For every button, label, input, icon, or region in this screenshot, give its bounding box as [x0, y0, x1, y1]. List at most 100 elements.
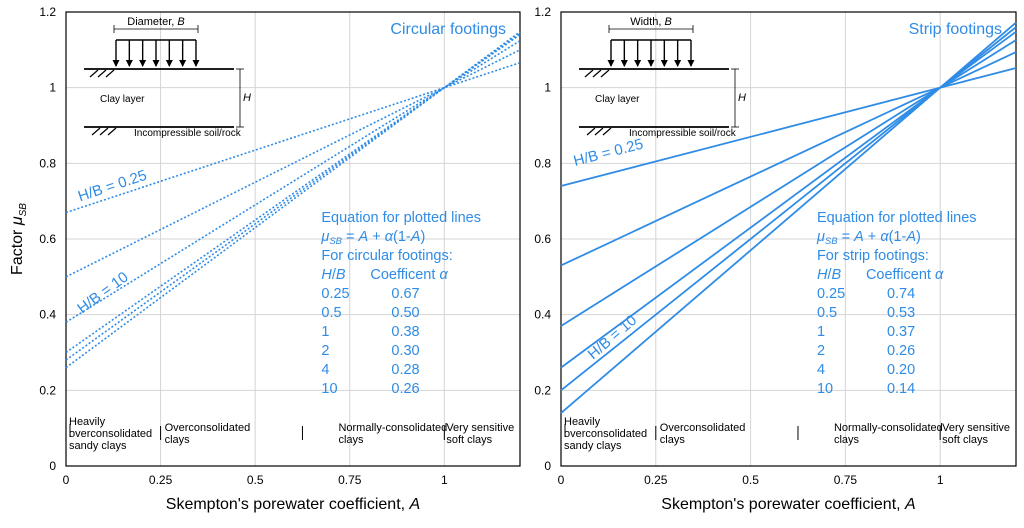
hatch-mark — [99, 127, 109, 136]
x-tick-label: 0.25 — [149, 473, 173, 487]
equation-heading: Equation for plotted lines — [321, 210, 481, 226]
table-hb-value: 0.25 — [817, 286, 845, 302]
dimension-label: Width, B — [630, 16, 672, 28]
hatch-mark — [602, 127, 612, 136]
x-tick-label: 0 — [558, 473, 565, 487]
table-alpha-value: 0.67 — [391, 286, 419, 302]
dimension-label: Diameter, B — [127, 16, 184, 28]
rock-label: Incompressible soil/rock — [134, 128, 242, 139]
table-hb-value: 0.5 — [817, 305, 837, 321]
series-line-hb-0_5 — [65, 49, 521, 278]
footing-diagram: Diameter, B Clay layer Incompressible soil… — [84, 16, 251, 139]
x-tick-label: 0.25 — [644, 473, 668, 487]
clay-layer-label: Clay layer — [100, 94, 145, 105]
thickness-label: H — [738, 92, 746, 104]
table-alpha-value: 0.28 — [391, 362, 419, 378]
arrow-head-icon — [165, 60, 173, 67]
table-alpha-value: 0.20 — [887, 362, 915, 378]
arrow-head-icon — [687, 60, 695, 67]
y-tick-label: 0.8 — [39, 156, 56, 170]
series-line-hb-10 — [65, 31, 521, 369]
x-tick-label: 0.75 — [834, 473, 858, 487]
region-label: Very sensitive soft clays — [446, 422, 514, 446]
series-line-hb-0_5 — [560, 51, 1017, 267]
series-label-top: H/B = 0.25 — [572, 136, 645, 170]
footing-diagram: Width, B Clay layer Incompressible soil/ro… — [579, 16, 746, 139]
table-col-alpha: Coefficent α — [866, 267, 944, 283]
x-axis-label: Skempton's porewater coefficient, A — [661, 496, 915, 513]
table-hb-value: 1 — [321, 324, 329, 340]
hatch-mark — [91, 127, 101, 136]
panel-title: Circular footings — [390, 21, 506, 38]
y-tick-label: 1 — [49, 81, 56, 95]
region-label: Heavily overconsolidated sandy clays — [69, 416, 152, 452]
x-tick-label: 0.5 — [247, 473, 264, 487]
clay-layer-label: Clay layer — [595, 94, 640, 105]
table-hb-value: 1 — [817, 324, 825, 340]
table-col-hb: H/B — [817, 267, 842, 283]
y-tick-label: 1 — [544, 81, 551, 95]
series-line-hb-2 — [65, 34, 521, 354]
table-hb-value: 10 — [817, 381, 833, 397]
hatch-mark — [584, 69, 594, 78]
hatch-mark — [592, 69, 602, 78]
thickness-label: H — [243, 92, 251, 104]
x-tick-label: 1 — [441, 473, 448, 487]
hatch-mark — [594, 127, 604, 136]
region-label: Overconsolidated clays — [165, 422, 251, 446]
y-tick-label: 0.4 — [39, 308, 56, 322]
table-hb-value: 4 — [817, 362, 825, 378]
region-label: Overconsolidated clays — [660, 422, 746, 446]
circular-footings-panel: 0 0.25 0.5 0.75 100.20.40.60.811.2Skempton's… — [9, 5, 521, 513]
y-tick-label: 0.8 — [534, 156, 551, 170]
table-col-alpha: Coefficent α — [370, 267, 448, 283]
y-axis-label: Factor μSB — [9, 203, 29, 275]
hatch-mark — [89, 69, 99, 78]
series-label-bottom: H/B = 10 — [74, 269, 131, 318]
table-hb-value: 10 — [321, 381, 337, 397]
hatch-mark — [97, 69, 107, 78]
region-label: Normally-consolidated clays — [338, 422, 447, 446]
region-label: Normally-consolidated clays — [834, 422, 943, 446]
arrow-head-icon — [139, 60, 147, 67]
table-alpha-value: 0.26 — [391, 381, 419, 397]
table-alpha-value: 0.50 — [391, 305, 419, 321]
arrow-head-icon — [674, 60, 682, 67]
hatch-mark — [105, 69, 115, 78]
table-alpha-value: 0.74 — [887, 286, 915, 302]
y-tick-label: 1.2 — [534, 5, 551, 19]
x-tick-label: 0.5 — [742, 473, 759, 487]
arrow-head-icon — [634, 60, 642, 67]
table-heading: For circular footings: — [321, 248, 452, 264]
table-alpha-value: 0.37 — [887, 324, 915, 340]
y-tick-label: 0.2 — [39, 383, 56, 397]
arrow-head-icon — [660, 60, 668, 67]
table-col-hb: H/B — [321, 267, 346, 283]
y-tick-label: 0.6 — [39, 232, 56, 246]
arrow-head-icon — [152, 60, 160, 67]
equation: μSB = A + α(1-A) — [320, 229, 425, 247]
arrow-head-icon — [620, 60, 628, 67]
series-line-hb-10 — [560, 21, 1017, 414]
arrow-head-icon — [607, 60, 615, 67]
plot-frame — [560, 11, 1017, 467]
x-axis-label: Skempton's porewater coefficient, A — [166, 496, 420, 513]
table-hb-value: 2 — [817, 343, 825, 359]
series-label-bottom: H/B = 10 — [585, 312, 641, 363]
table-alpha-value: 0.53 — [887, 305, 915, 321]
arrow-head-icon — [647, 60, 655, 67]
panel-title: Strip footings — [909, 21, 1002, 38]
arrow-head-icon — [179, 60, 187, 67]
hatch-mark — [600, 69, 610, 78]
table-alpha-value: 0.14 — [887, 381, 915, 397]
arrow-head-icon — [192, 60, 200, 67]
table-heading: For strip footings: — [817, 248, 929, 264]
table-alpha-value: 0.26 — [887, 343, 915, 359]
table-alpha-value: 0.38 — [391, 324, 419, 340]
x-tick-label: 0.75 — [338, 473, 362, 487]
y-tick-label: 0.6 — [534, 232, 551, 246]
y-tick-label: 0 — [544, 459, 551, 473]
equation: μSB = A + α(1-A) — [816, 229, 921, 247]
arrow-head-icon — [125, 60, 133, 67]
